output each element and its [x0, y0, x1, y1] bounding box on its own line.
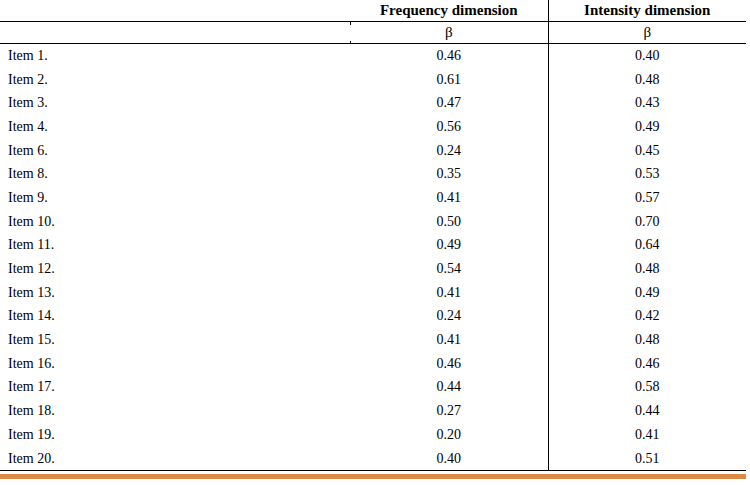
table-row: Item 1.0.460.40 — [0, 44, 746, 68]
cell-frequency: 0.24 — [350, 305, 548, 329]
cell-border-tick — [350, 41, 351, 44]
cell-item: Item 8. — [0, 162, 350, 186]
cell-item: Item 20. — [0, 447, 350, 471]
table-row: Item 8.0.350.53 — [0, 162, 746, 186]
empty-header-cell — [0, 0, 350, 22]
accent-bar — [0, 474, 746, 479]
cell-frequency: 0.61 — [350, 68, 548, 92]
cell-frequency: 0.27 — [350, 399, 548, 423]
frequency-dimension-header: Frequency dimension — [350, 0, 548, 22]
frequency-beta-label: β — [350, 22, 548, 44]
cell-item: Item 18. — [0, 399, 350, 423]
cell-frequency: 0.35 — [350, 162, 548, 186]
cell-frequency: 0.56 — [350, 115, 548, 139]
cell-item: Item 13. — [0, 281, 350, 305]
cell-frequency: 0.50 — [350, 210, 548, 234]
cell-frequency: 0.40 — [350, 447, 548, 471]
cell-intensity: 0.45 — [548, 139, 746, 163]
cell-intensity: 0.41 — [548, 423, 746, 447]
cell-item: Item 1. — [0, 44, 350, 68]
intensity-dimension-header: Intensity dimension — [548, 0, 746, 22]
table-row: Item 13.0.410.49 — [0, 281, 746, 305]
table-row: Item 9.0.410.57 — [0, 186, 746, 210]
table-row: Item 3.0.470.43 — [0, 91, 746, 115]
cell-item: Item 14. — [0, 305, 350, 329]
cell-intensity: 0.48 — [548, 328, 746, 352]
cell-frequency: 0.41 — [350, 281, 548, 305]
cell-intensity: 0.57 — [548, 186, 746, 210]
cell-intensity: 0.40 — [548, 44, 746, 68]
table-row: Item 15.0.410.48 — [0, 328, 746, 352]
table-row: Item 19.0.200.41 — [0, 423, 746, 447]
cell-intensity: 0.53 — [548, 162, 746, 186]
beta-header-row: β β — [0, 22, 746, 44]
cell-intensity: 0.48 — [548, 68, 746, 92]
cell-border-tick — [350, 22, 351, 25]
table-row: Item 14.0.240.42 — [0, 305, 746, 329]
cell-item: Item 12. — [0, 257, 350, 281]
table-row: Item 11.0.490.64 — [0, 234, 746, 258]
table-row: Item 6.0.240.45 — [0, 139, 746, 163]
cell-intensity: 0.49 — [548, 115, 746, 139]
cell-intensity: 0.46 — [548, 352, 746, 376]
cell-intensity: 0.42 — [548, 305, 746, 329]
table-row: Item 18.0.270.44 — [0, 399, 746, 423]
cell-item: Item 3. — [0, 91, 350, 115]
table-header: Frequency dimension Intensity dimension … — [0, 0, 746, 44]
cell-frequency: 0.41 — [350, 328, 548, 352]
cell-item: Item 9. — [0, 186, 350, 210]
cell-item: Item 2. — [0, 68, 350, 92]
cell-intensity: 0.49 — [548, 281, 746, 305]
cell-intensity: 0.44 — [548, 399, 746, 423]
cell-item: Item 10. — [0, 210, 350, 234]
cell-frequency: 0.49 — [350, 234, 548, 258]
factor-loadings-table: Frequency dimension Intensity dimension … — [0, 0, 746, 471]
cell-frequency: 0.47 — [350, 91, 548, 115]
paper-table-page: Frequency dimension Intensity dimension … — [0, 0, 750, 485]
table-row: Item 4.0.560.49 — [0, 115, 746, 139]
table-row: Item 10.0.500.70 — [0, 210, 746, 234]
cell-intensity: 0.64 — [548, 234, 746, 258]
cell-item: Item 6. — [0, 139, 350, 163]
cell-item: Item 15. — [0, 328, 350, 352]
cell-frequency: 0.20 — [350, 423, 548, 447]
cell-item: Item 11. — [0, 234, 350, 258]
cell-frequency: 0.44 — [350, 376, 548, 400]
cell-intensity: 0.58 — [548, 376, 746, 400]
table-body: Item 1.0.460.40Item 2.0.610.48Item 3.0.4… — [0, 44, 746, 471]
cell-intensity: 0.70 — [548, 210, 746, 234]
cell-intensity: 0.43 — [548, 91, 746, 115]
table-row: Item 20.0.400.51 — [0, 447, 746, 471]
empty-header-cell — [0, 22, 350, 44]
table-row: Item 12.0.540.48 — [0, 257, 746, 281]
table-row: Item 17.0.440.58 — [0, 376, 746, 400]
cell-intensity: 0.48 — [548, 257, 746, 281]
cell-frequency: 0.46 — [350, 352, 548, 376]
intensity-beta-label: β — [548, 22, 746, 44]
cell-frequency: 0.46 — [350, 44, 548, 68]
cell-item: Item 16. — [0, 352, 350, 376]
cell-item: Item 17. — [0, 376, 350, 400]
cell-frequency: 0.54 — [350, 257, 548, 281]
cell-frequency: 0.41 — [350, 186, 548, 210]
cell-intensity: 0.51 — [548, 447, 746, 471]
dimension-header-row: Frequency dimension Intensity dimension — [0, 0, 746, 22]
cell-frequency: 0.24 — [350, 139, 548, 163]
cell-item: Item 19. — [0, 423, 350, 447]
cell-item: Item 4. — [0, 115, 350, 139]
table-row: Item 16.0.460.46 — [0, 352, 746, 376]
table-row: Item 2.0.610.48 — [0, 68, 746, 92]
